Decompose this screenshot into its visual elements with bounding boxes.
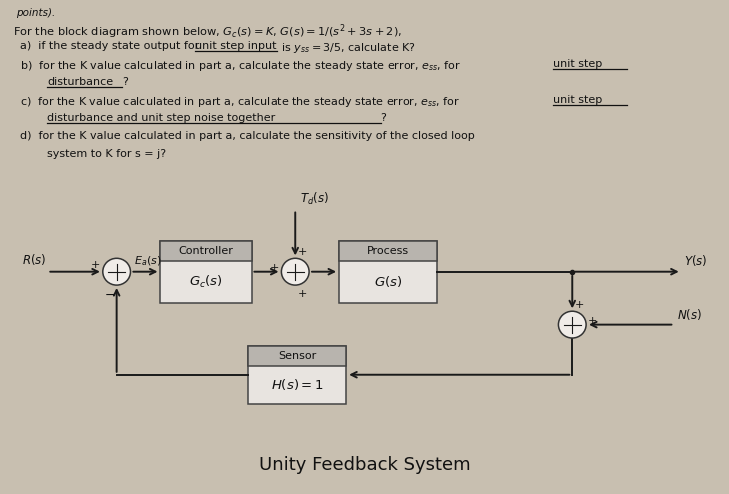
Text: $R(s)$: $R(s)$ (22, 252, 47, 267)
Circle shape (558, 311, 586, 338)
Text: ?: ? (122, 77, 128, 86)
Text: unit step: unit step (553, 59, 602, 69)
Text: disturbance: disturbance (47, 77, 114, 86)
Text: +: + (575, 300, 585, 310)
Text: points).: points). (16, 8, 55, 18)
Text: $N(s)$: $N(s)$ (677, 307, 701, 322)
Text: $G(s)$: $G(s)$ (374, 275, 402, 289)
Bar (160, 241, 252, 261)
Text: Unity Feedback System: Unity Feedback System (259, 456, 470, 474)
Text: disturbance and unit step noise together: disturbance and unit step noise together (47, 113, 276, 123)
Text: For the block diagram shown below, $G_c(s) = K$, $G(s) = 1/(s^2+3s+2)$,: For the block diagram shown below, $G_c(… (13, 23, 402, 41)
Text: +: + (270, 263, 279, 273)
Text: Controller: Controller (179, 246, 233, 256)
Bar (248, 346, 346, 404)
Text: −: − (104, 289, 115, 302)
Text: Process: Process (367, 246, 409, 256)
Text: +: + (588, 316, 597, 326)
Text: +: + (91, 260, 101, 270)
Text: system to K for s = j?: system to K for s = j? (47, 149, 166, 159)
Text: d)  for the K value calculated in part a, calculate the sensitivity of the close: d) for the K value calculated in part a,… (20, 130, 475, 141)
Text: is $y_{ss} = 3/5$, calculate K?: is $y_{ss} = 3/5$, calculate K? (278, 41, 416, 54)
Text: c)  for the K value calculated in part a, calculate the steady state error, $e_{: c) for the K value calculated in part a,… (20, 94, 461, 109)
Circle shape (103, 258, 130, 285)
Text: +: + (298, 247, 308, 257)
Circle shape (281, 258, 309, 285)
Bar (160, 241, 252, 303)
Bar (248, 346, 346, 366)
Text: $Y(s)$: $Y(s)$ (684, 253, 707, 268)
Text: unit step input: unit step input (195, 41, 277, 50)
Text: Sensor: Sensor (278, 351, 316, 361)
Bar (339, 241, 437, 303)
Text: ?: ? (381, 113, 386, 123)
Text: a)  if the steady state output for: a) if the steady state output for (20, 41, 203, 50)
Text: unit step: unit step (553, 94, 602, 105)
Text: $G_c(s)$: $G_c(s)$ (189, 274, 223, 290)
Text: $E_a(s)$: $E_a(s)$ (134, 254, 162, 268)
Text: $H(s) = 1$: $H(s) = 1$ (270, 377, 324, 392)
Bar (339, 241, 437, 261)
Text: +: + (298, 288, 308, 299)
Text: $T_d(s)$: $T_d(s)$ (300, 191, 330, 207)
Text: b)  for the K value calculated in part a, calculate the steady state error, $e_{: b) for the K value calculated in part a,… (20, 59, 461, 73)
